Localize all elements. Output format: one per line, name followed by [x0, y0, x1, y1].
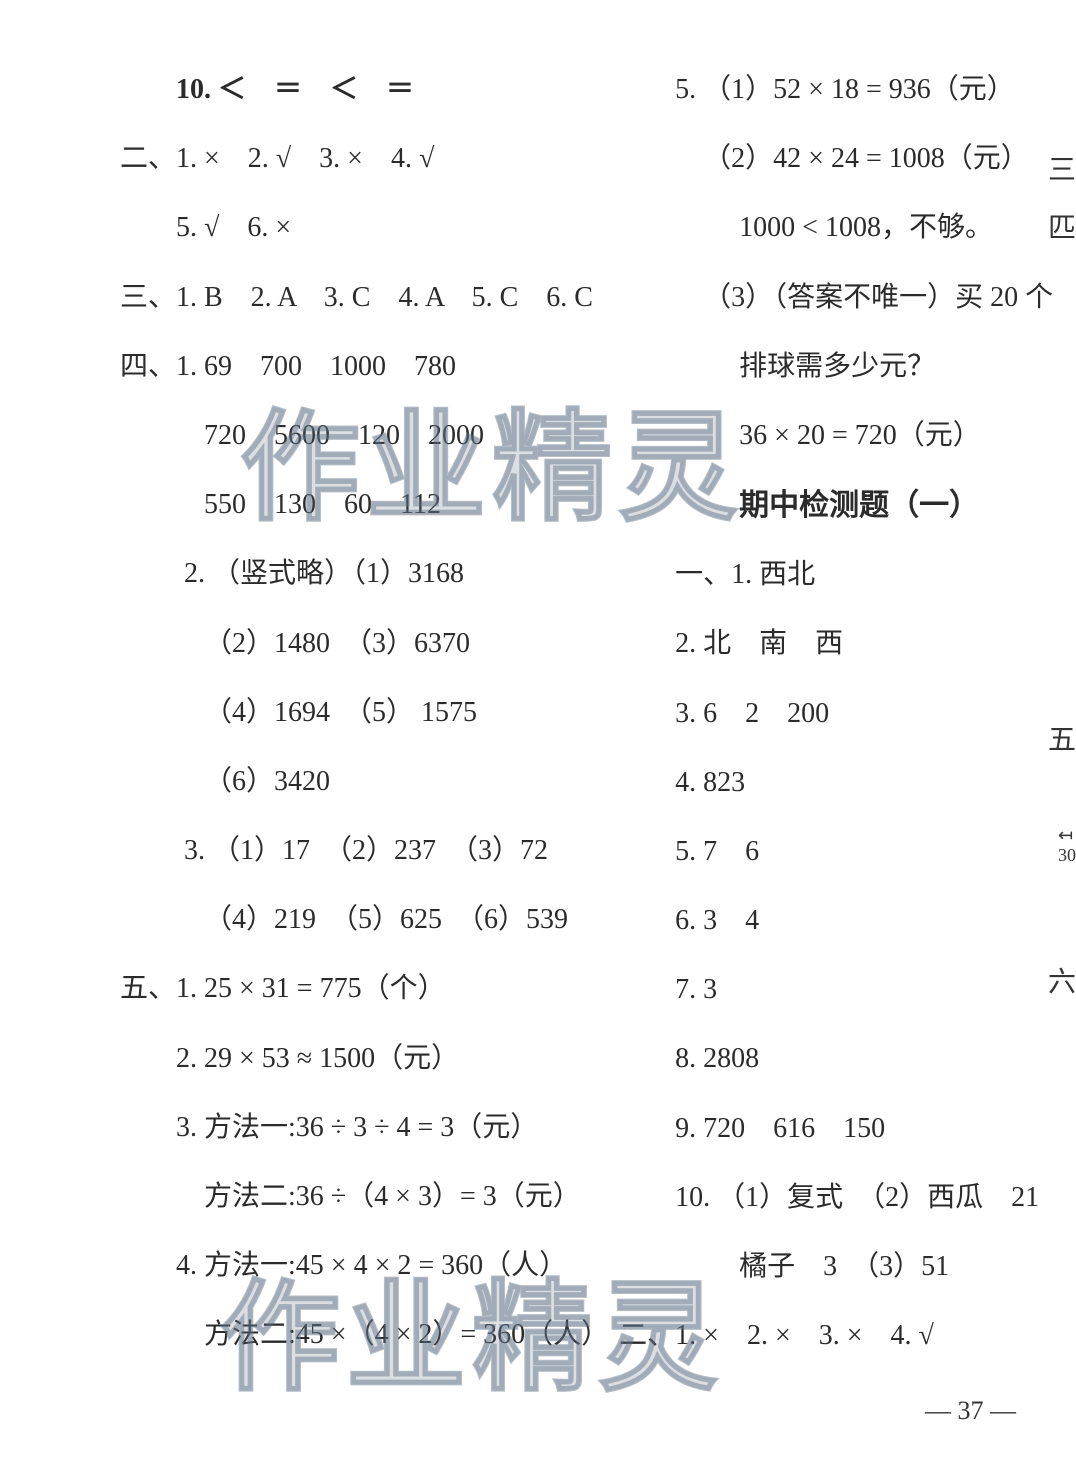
- line: （2）1480 （3）6370: [120, 624, 609, 663]
- line: 2. 29 × 53 ≈ 1500（元）: [120, 1039, 609, 1078]
- edge-fragment: 六: [1048, 960, 1076, 1000]
- section-title: 期中检测题（一）: [619, 485, 1059, 527]
- line: 36 × 20 = 720（元）: [619, 416, 1059, 455]
- line: 橘子 3 （3）51: [619, 1247, 1059, 1286]
- edge-fragment: 五: [1048, 718, 1076, 758]
- line: 排球需多少元？: [619, 347, 1059, 386]
- line: 4. 方法一:45 × 4 × 2 = 360（人）: [120, 1246, 609, 1285]
- right-column: 5. （1）52 × 18 = 936（元） （2）42 × 24 = 1008…: [619, 70, 1059, 1432]
- line: 二、1. × 2. √ 3. × 4. √: [120, 139, 609, 178]
- edge-fragment: 匹: [1048, 206, 1076, 246]
- line: 三、1. B 2. A 3. C 4. A 5. C 6. C: [120, 278, 609, 317]
- line: 7. 3: [619, 970, 1059, 1009]
- line: 二、1. × 2. × 3. × 4. √: [619, 1316, 1059, 1355]
- line: 10. ＜ ＝ ＜ ＝: [120, 70, 609, 109]
- line: 方法二:36 ÷（4 × 3）= 3（元）: [120, 1177, 609, 1216]
- line: 2. （竖式略）（1）3168: [120, 554, 609, 593]
- line: 3. 方法一:36 ÷ 3 ÷ 4 = 3（元）: [120, 1108, 609, 1147]
- line: 方法二:45 ×（4 × 2）= 360（人）: [120, 1315, 609, 1354]
- line: （2）42 × 24 = 1008（元）: [619, 139, 1059, 178]
- line: 8. 2808: [619, 1039, 1059, 1078]
- line: 9. 720 616 150: [619, 1109, 1059, 1148]
- line: 10. （1）复式 （2）西瓜 21: [619, 1178, 1059, 1217]
- line: 3. （1）17 （2）237 （3）72: [120, 831, 609, 870]
- line: 五、1. 25 × 31 = 775（个）: [120, 969, 609, 1008]
- line: 2. 北 南 西: [619, 624, 1059, 663]
- line: 5. 7 6: [619, 832, 1059, 871]
- line: 5. （1）52 × 18 = 936（元）: [619, 70, 1059, 109]
- line: 6. 3 4: [619, 901, 1059, 940]
- line: 4. 823: [619, 763, 1059, 802]
- edge-fragment: 三: [1048, 148, 1076, 188]
- line: （3）（答案不唯一）买 20 个: [619, 278, 1059, 317]
- line: 550 130 60 112: [120, 485, 609, 524]
- line: （6）3420: [120, 762, 609, 801]
- line: 一、1. 西北: [619, 555, 1059, 594]
- line: 5. √ 6. ×: [120, 208, 609, 247]
- line: （4）1694 （5） 1575: [120, 693, 609, 732]
- answer-key-page: 10. ＜ ＝ ＜ ＝ 二、1. × 2. √ 3. × 4. √ 5. √ 6…: [0, 0, 1076, 1472]
- left-column: 10. ＜ ＝ ＜ ＝ 二、1. × 2. √ 3. × 4. √ 5. √ 6…: [120, 70, 609, 1432]
- page-number: — 37 —: [925, 1396, 1016, 1426]
- edge-arrow-icon: ↤30: [1058, 826, 1076, 866]
- line: （4）219 （5）625 （6）539: [120, 900, 609, 939]
- line: 720 5600 120 2000: [120, 416, 609, 455]
- line: 3. 6 2 200: [619, 694, 1059, 733]
- line: 1000 < 1008，不够。: [619, 208, 1059, 247]
- line: 四、1. 69 700 1000 780: [120, 347, 609, 386]
